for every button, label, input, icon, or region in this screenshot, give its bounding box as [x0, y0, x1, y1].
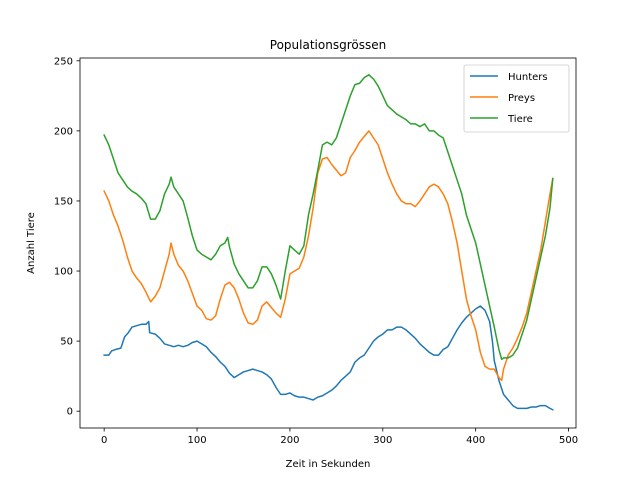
x-tick-label: 0: [101, 435, 107, 446]
x-tick-label: 300: [373, 435, 392, 446]
legend-label-preys: Preys: [508, 93, 535, 104]
y-axis: 0 50 100 150 200 250: [54, 56, 80, 418]
y-tick-label: 50: [60, 337, 73, 348]
series-line-hunters: [103, 305, 554, 411]
legend-label-hunters: Hunters: [508, 72, 548, 83]
x-axis-label: Zeit in Sekunden: [286, 459, 371, 470]
legend-label-tiere: Tiere: [507, 114, 533, 125]
x-tick-label: 500: [559, 435, 578, 446]
y-tick-label: 150: [54, 196, 73, 207]
legend-box: [463, 64, 570, 133]
x-tick-label: 100: [187, 435, 206, 446]
legend: Hunters Preys Tiere: [463, 64, 570, 133]
series-line-preys: [103, 130, 554, 382]
y-tick-label: 200: [54, 126, 73, 137]
y-tick-label: 0: [67, 407, 73, 418]
x-axis: 0 100 200 300 400 500: [101, 428, 578, 446]
y-tick-label: 250: [54, 56, 73, 67]
x-tick-label: 400: [466, 435, 485, 446]
series-layer: [103, 74, 554, 411]
x-tick-label: 200: [280, 435, 299, 446]
axes-frame: [79, 57, 577, 429]
chart-title: Populationsgrössen: [270, 38, 386, 52]
series-line-tiere: [103, 74, 554, 361]
y-tick-label: 100: [54, 267, 73, 278]
y-axis-label: Anzahl Tiere: [26, 212, 37, 274]
